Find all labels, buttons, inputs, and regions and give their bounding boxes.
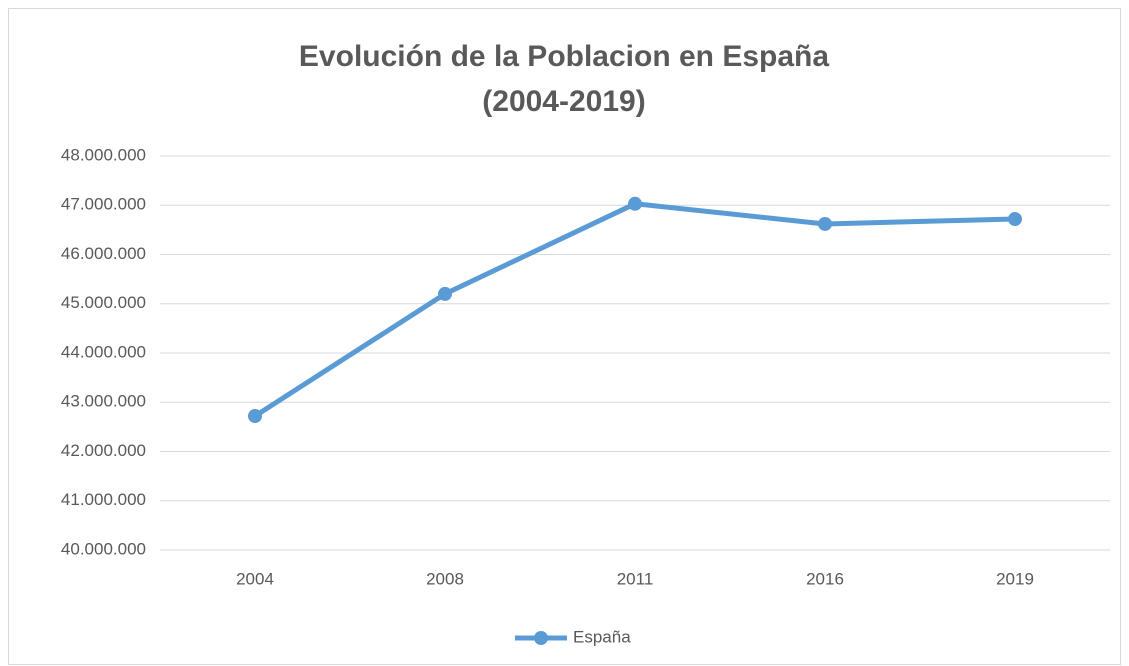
y-tick-label: 42.000.000	[61, 441, 146, 460]
point	[628, 196, 642, 211]
point	[818, 216, 832, 231]
y-tick-label: 40.000.000	[61, 539, 146, 558]
y-tick-label: 41.000.000	[61, 490, 146, 509]
y-tick-label: 46.000.000	[61, 244, 146, 263]
point	[248, 409, 262, 424]
y-tick-label: 44.000.000	[61, 342, 146, 361]
x-tick-label: 2008	[426, 569, 464, 588]
y-tick-label: 45.000.000	[61, 293, 146, 312]
x-tick-label: 2016	[806, 569, 844, 588]
y-tick-label: 48.000.000	[61, 145, 146, 164]
point	[1008, 212, 1022, 227]
series-line	[252, 201, 1018, 419]
x-tick-label: 2004	[236, 569, 274, 588]
point	[438, 286, 452, 301]
legend-label: España	[573, 627, 631, 646]
chart-title: Evolución de la Poblacion en España	[299, 40, 829, 73]
chart-title: (2004-2019)	[482, 85, 645, 118]
y-tick-label: 43.000.000	[61, 392, 146, 411]
legend-marker	[534, 631, 548, 645]
x-tick-label: 2011	[617, 569, 654, 588]
x-tick-label: 2019	[996, 569, 1034, 588]
y-tick-label: 47.000.000	[61, 195, 146, 214]
chart-border	[8, 8, 1121, 665]
